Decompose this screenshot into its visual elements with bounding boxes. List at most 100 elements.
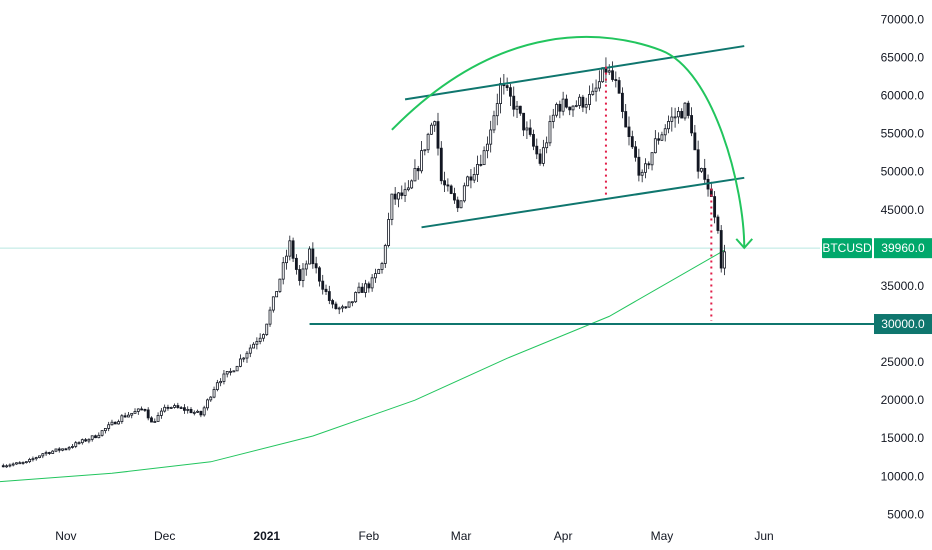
candle-body <box>420 150 423 172</box>
trend-arc <box>391 35 746 248</box>
candle-body <box>499 83 502 104</box>
candle-body <box>219 381 223 384</box>
candle-body <box>156 415 160 422</box>
candle-body <box>18 462 22 465</box>
candle-body <box>634 146 638 158</box>
candle-body <box>650 152 654 166</box>
candle-body <box>683 102 687 119</box>
candle-body <box>136 408 140 412</box>
candle-body <box>555 103 558 116</box>
price-tick-label: 20000.0 <box>881 393 925 407</box>
candle-body <box>327 291 331 301</box>
candle-body <box>31 458 35 461</box>
candle-body <box>21 462 25 464</box>
candle-body <box>696 149 700 172</box>
time-tick-label: Nov <box>55 529 76 543</box>
candle-body <box>436 121 440 149</box>
time-axis[interactable]: Nov Dec 2021 Feb Mar Apr May Jun <box>55 529 774 543</box>
candle-body <box>347 301 351 308</box>
candle-body <box>532 134 535 147</box>
candle-body <box>423 149 427 152</box>
candle-body <box>565 98 568 108</box>
candle-body <box>262 334 265 339</box>
candle-body <box>209 396 213 401</box>
price-tick-label: 50000.0 <box>881 165 925 179</box>
candle-body <box>127 414 130 418</box>
candle-body <box>103 428 107 432</box>
candle-body <box>54 448 58 452</box>
candle-body <box>1 465 5 468</box>
candle-body <box>716 216 720 231</box>
price-tick-label: 35000.0 <box>881 279 925 293</box>
candle-body <box>341 306 344 309</box>
candle-body <box>456 199 460 209</box>
candle-body <box>693 132 697 151</box>
candle-body <box>252 343 255 349</box>
last-price-label: 39960.0 <box>881 241 925 255</box>
candle-body <box>624 111 628 128</box>
candle-body <box>367 283 371 289</box>
candle-body <box>390 193 394 220</box>
candle-body <box>202 407 206 416</box>
candle-body <box>34 457 38 460</box>
candle-body <box>676 111 680 118</box>
candle-body <box>466 176 470 187</box>
candle-body <box>509 87 512 97</box>
candle-body <box>255 341 259 345</box>
candle-body <box>229 370 232 373</box>
candle-body <box>663 128 667 136</box>
candle-body <box>522 112 526 131</box>
candle-body <box>410 180 414 189</box>
candle-body <box>397 192 400 200</box>
level-tag: 30000.0 <box>874 314 932 335</box>
candle-body <box>314 263 318 269</box>
candle-body <box>212 389 216 398</box>
price-tick-label: 70000.0 <box>881 12 925 26</box>
candle-body <box>380 263 384 270</box>
candle-body <box>700 167 703 172</box>
candle-body <box>11 463 15 466</box>
price-axis[interactable]: 70000.0 65000.0 60000.0 55000.0 50000.0 45000… <box>881 12 925 521</box>
candle-body <box>541 147 545 164</box>
price-tick-label: 15000.0 <box>881 431 925 445</box>
candle-body <box>304 263 308 270</box>
candle-body <box>67 447 71 450</box>
candle-body <box>584 104 588 108</box>
candle-body <box>403 189 407 196</box>
candle-body <box>597 81 601 89</box>
candle-body <box>206 399 209 409</box>
candle-body <box>318 267 321 282</box>
candle-body <box>387 219 391 246</box>
last-price-tag: 39960.0 <box>874 238 932 259</box>
candle-body <box>153 421 157 423</box>
candle-body <box>80 439 84 444</box>
candle-body <box>215 382 219 390</box>
candle-body <box>446 184 450 187</box>
candle-body <box>268 309 272 325</box>
candle-body <box>614 79 618 81</box>
candle-body <box>159 410 163 416</box>
candle-body <box>133 411 137 414</box>
price-tick-label: 10000.0 <box>881 469 925 483</box>
candle-body <box>433 121 437 126</box>
candle-body <box>64 448 68 451</box>
candle-body <box>525 127 529 131</box>
candle-body <box>558 103 562 112</box>
candle-body <box>489 129 493 145</box>
candle-body <box>130 412 134 416</box>
candle-body <box>495 103 499 117</box>
candle-body <box>426 133 430 151</box>
level-label: 30000.0 <box>881 317 925 331</box>
candle-body <box>294 257 298 270</box>
candle-body <box>110 421 114 426</box>
candle-body <box>61 448 64 451</box>
candle-body <box>186 409 190 411</box>
candle-body <box>94 435 97 439</box>
candle-body <box>492 115 496 131</box>
candle-body <box>222 373 226 382</box>
time-tick-label: Feb <box>358 529 379 543</box>
candle-body <box>285 255 288 264</box>
candle-body <box>518 105 522 114</box>
time-tick-label: 2021 <box>253 529 280 543</box>
